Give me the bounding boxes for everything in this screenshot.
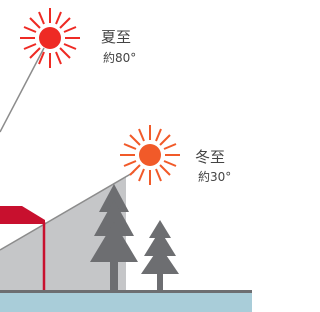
house-roof bbox=[0, 206, 45, 224]
winter-sun bbox=[120, 125, 180, 185]
ground-line bbox=[0, 290, 252, 293]
sun-angle-diagram: 夏至 約80° 冬至 約30° bbox=[0, 0, 268, 312]
winter-angle: 約30° bbox=[198, 169, 231, 184]
summer-angle: 約80° bbox=[103, 50, 136, 65]
summer-sun-ray bbox=[0, 48, 44, 132]
ground bbox=[0, 293, 252, 312]
page: {"labels": [{"season": "夏至", "angle": "約… bbox=[0, 0, 268, 312]
summer-label: 夏至 bbox=[101, 28, 131, 46]
tree-small bbox=[141, 220, 179, 291]
winter-label: 冬至 bbox=[195, 148, 225, 166]
summer-sun bbox=[20, 8, 80, 68]
